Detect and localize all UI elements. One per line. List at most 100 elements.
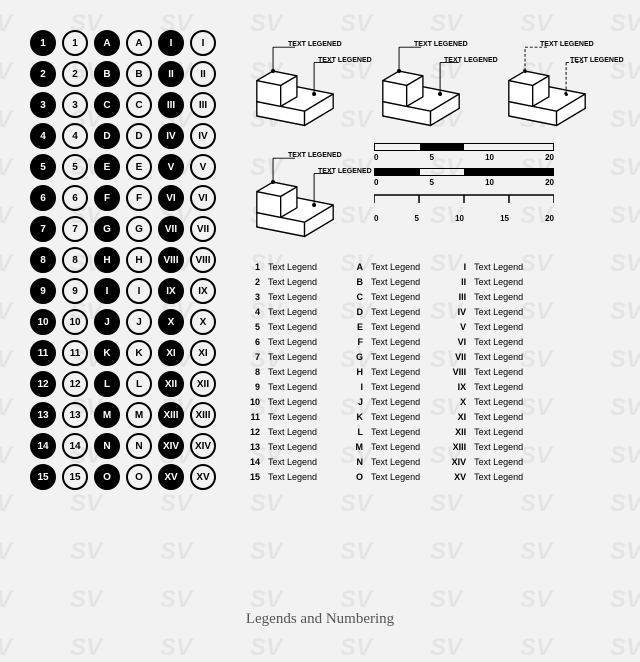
legend-value: Text Legend [268, 470, 317, 485]
scale-bar: 051020 [374, 168, 554, 187]
legend-key: D [339, 305, 363, 320]
bubble: 10 [30, 309, 56, 335]
legend-key: XV [442, 470, 466, 485]
scale-tick: 0 [374, 153, 378, 162]
legend-value: Text Legend [268, 455, 317, 470]
legend-key: 14 [236, 455, 260, 470]
bubble-grid: 11AAII22BBIIII33CCIIIIII44DDIVIV55EEVV66… [30, 30, 218, 500]
bubble: A [126, 30, 152, 56]
bubble: 8 [30, 247, 56, 273]
legend-value: Text Legend [268, 335, 317, 350]
right-column: TEXT LEGENEDTEXT LEGENED TEXT LEGENEDTEX… [236, 30, 610, 500]
legend-value: Text Legend [371, 470, 420, 485]
bubble: 4 [62, 123, 88, 149]
iso-label: TEXT LEGENED [288, 152, 342, 159]
legend-key: 2 [236, 275, 260, 290]
bubble: XI [190, 340, 216, 366]
legend-row: XText Legend [442, 395, 523, 410]
iso-block: TEXT LEGENEDTEXT LEGENED [236, 30, 354, 135]
legend-value: Text Legend [371, 455, 420, 470]
legend-value: Text Legend [474, 455, 523, 470]
scale-tick: 5 [415, 214, 419, 223]
legend-value: Text Legend [474, 290, 523, 305]
legend-row: 12Text Legend [236, 425, 317, 440]
legend-value: Text Legend [474, 365, 523, 380]
legend-value: Text Legend [474, 410, 523, 425]
legend-row: IIIText Legend [442, 290, 523, 305]
legend-row: XIIText Legend [442, 425, 523, 440]
bubble: 11 [62, 340, 88, 366]
bubble: G [94, 216, 120, 242]
legend-value: Text Legend [268, 350, 317, 365]
bubble: XII [190, 371, 216, 397]
bubble: C [94, 92, 120, 118]
legend-key: VI [442, 335, 466, 350]
legend-value: Text Legend [371, 380, 420, 395]
legend-value: Text Legend [474, 305, 523, 320]
legend-row: NText Legend [339, 455, 420, 470]
legend-key: IV [442, 305, 466, 320]
legend-key: VII [442, 350, 466, 365]
bubble: 3 [62, 92, 88, 118]
legend-key: XIII [442, 440, 466, 455]
legend-key: II [442, 275, 466, 290]
legend-key: M [339, 440, 363, 455]
legend-row: EText Legend [339, 320, 420, 335]
legend-value: Text Legend [371, 290, 420, 305]
bubble: 12 [30, 371, 56, 397]
legend-row: VIIIText Legend [442, 365, 523, 380]
legend-key: XIV [442, 455, 466, 470]
legend-value: Text Legend [268, 260, 317, 275]
bubble: XV [158, 464, 184, 490]
bubble: 6 [30, 185, 56, 211]
bubble: D [94, 123, 120, 149]
scale-tick: 20 [545, 153, 554, 162]
bubble: IV [158, 123, 184, 149]
legend-row: HText Legend [339, 365, 420, 380]
legend-key: A [339, 260, 363, 275]
legend-row: IV Text Legend [442, 305, 523, 320]
bubble: F [126, 185, 152, 211]
legend-value: Text Legend [268, 305, 317, 320]
legend-value: Text Legend [268, 395, 317, 410]
iso-block: TEXT LEGENEDTEXT LEGENED [236, 141, 354, 246]
legend-row: 4 Text Legend [236, 305, 317, 320]
scale-tick: 0 [374, 178, 378, 187]
bubble: 5 [62, 154, 88, 180]
bubble: 14 [62, 433, 88, 459]
legend-row: 11Text Legend [236, 410, 317, 425]
scale-bar: 051020 [374, 143, 554, 162]
legend-value: Text Legend [268, 440, 317, 455]
bubble: XIV [190, 433, 216, 459]
legend-value: Text Legend [371, 335, 420, 350]
legend-row: AText Legend [339, 260, 420, 275]
legend-row: VIText Legend [442, 335, 523, 350]
legend-value: Text Legend [371, 305, 420, 320]
legend-row: IIText Legend [442, 275, 523, 290]
legend-key: E [339, 320, 363, 335]
bubble: III [158, 92, 184, 118]
legend-row: O Text Legend [339, 470, 420, 485]
legend-key: L [339, 425, 363, 440]
bubble: 7 [30, 216, 56, 242]
bubble: VII [190, 216, 216, 242]
legend-row: D Text Legend [339, 305, 420, 320]
legend-row: BText Legend [339, 275, 420, 290]
bubble: O [94, 464, 120, 490]
scale-tick: 5 [430, 153, 434, 162]
legend-column: 1Text Legend2Text Legend3Text Legend4Tex… [236, 260, 317, 485]
bubble: N [126, 433, 152, 459]
bubble: F [94, 185, 120, 211]
bubble: I [94, 278, 120, 304]
bubble: E [94, 154, 120, 180]
bubble: IX [158, 278, 184, 304]
scale-tick: 5 [430, 178, 434, 187]
legend-key: 4 [236, 305, 260, 320]
legend-row: 13Text Legend [236, 440, 317, 455]
legend-key: O [339, 470, 363, 485]
legend-value: Text Legend [268, 320, 317, 335]
legend-key: 5 [236, 320, 260, 335]
bubble: XI [158, 340, 184, 366]
scale-tick: 10 [485, 178, 494, 187]
bubble: I [126, 278, 152, 304]
